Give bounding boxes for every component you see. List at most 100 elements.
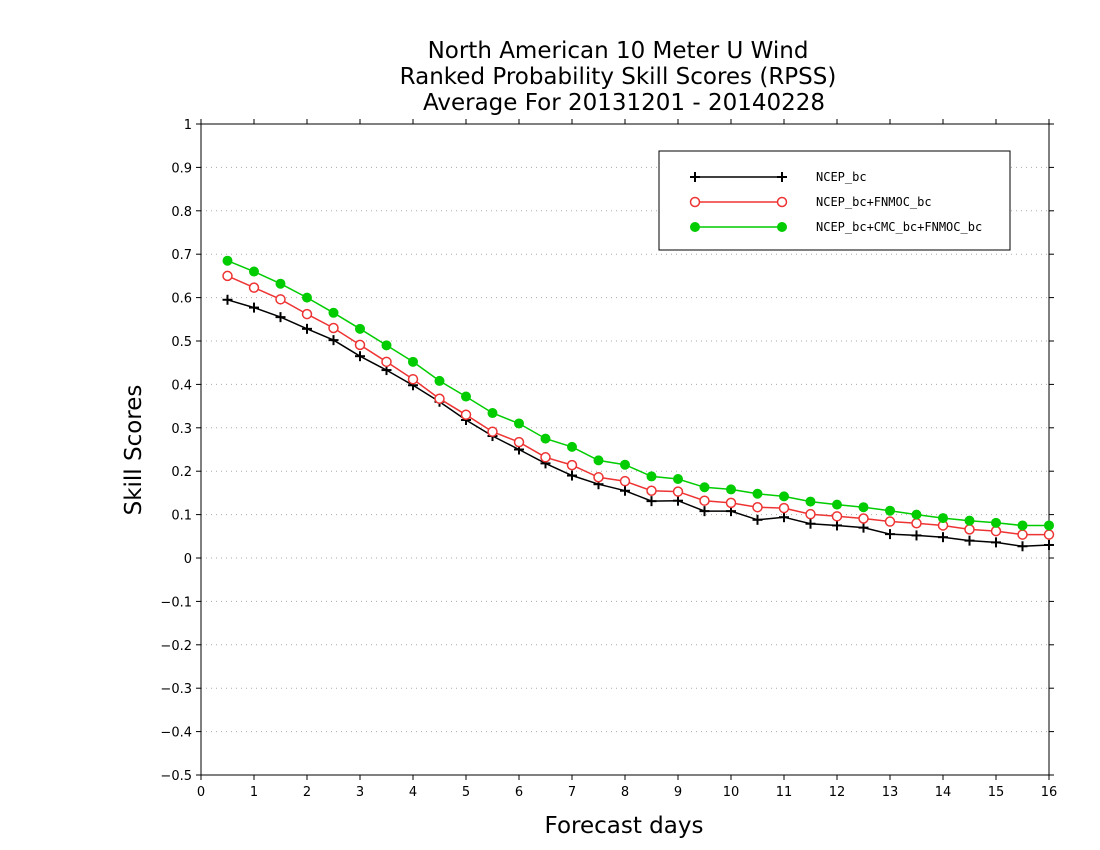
data-point (938, 532, 948, 543)
data-point (805, 508, 816, 520)
data-point (646, 485, 657, 496)
data-point (911, 518, 922, 529)
data-point (1043, 529, 1055, 540)
x-axis-label: Forecast days (545, 813, 704, 839)
y-tick-label: 0.5 (171, 335, 192, 350)
legend-marker (689, 196, 701, 208)
legend-marker (690, 222, 700, 232)
y-tick-label: 0 (184, 552, 192, 567)
x-tick-label: 11 (776, 785, 793, 800)
x-tick-label: 6 (515, 785, 523, 800)
data-point (381, 356, 392, 368)
data-point (222, 255, 233, 266)
series-3 (222, 255, 1054, 531)
data-point (381, 340, 392, 351)
data-point (620, 459, 630, 470)
data-point (779, 512, 789, 523)
y-axis-label: Skill Scores (121, 385, 147, 516)
data-point (434, 393, 445, 404)
data-point (805, 518, 816, 529)
data-point (832, 499, 842, 510)
data-point (646, 471, 657, 482)
y-tick-label: 0.8 (171, 205, 192, 220)
series-1 (222, 294, 1054, 552)
data-point (858, 513, 869, 524)
legend-marker (776, 196, 788, 208)
y-tick-label: 0.1 (171, 509, 192, 524)
data-point (593, 455, 604, 466)
x-tick-label: 1 (250, 785, 258, 800)
data-point (513, 436, 525, 448)
data-point (487, 426, 498, 437)
chart-title-line-3: Average For 20131201 - 20140228 (423, 90, 825, 116)
data-point (991, 537, 1001, 548)
y-tick-label: 0.3 (171, 422, 192, 437)
legend: NCEP_bc NCEP_bc+FNMOC_bc NCEP_bc+CMC_bc+FN… (658, 150, 1011, 251)
y-axis-ticks: −0.5 −0.4 −0.3 −0.2 −0.1 0 0.1 0.2 0.3 0.4 0.5 0.6 0… (160, 118, 1054, 784)
data-point (964, 535, 975, 546)
chart-title: North American 10 Meter U Wind Ranked Pr… (400, 38, 837, 116)
data-point (779, 491, 789, 502)
x-tick-label: 13 (882, 785, 899, 800)
data-point (673, 495, 683, 506)
legend-marker (777, 222, 787, 232)
data-point (355, 323, 365, 334)
data-point (408, 356, 418, 367)
data-point (487, 408, 498, 419)
data-point (222, 294, 233, 305)
legend-box (658, 150, 1011, 251)
data-point (778, 502, 790, 514)
y-tick-label: −0.2 (160, 639, 192, 654)
data-point (461, 391, 471, 402)
data-point (699, 495, 710, 506)
y-tick-label: −0.1 (160, 595, 192, 610)
x-tick-label: 9 (674, 785, 682, 800)
chart-title-line-1: North American 10 Meter U Wind (428, 38, 809, 64)
chart-title-line-2: Ranked Probability Skill Scores (RPSS) (400, 64, 837, 90)
y-tick-label: 0.4 (171, 378, 192, 393)
data-point (964, 515, 975, 526)
data-point (726, 484, 736, 495)
data-point (328, 335, 339, 346)
y-tick-label: 0.7 (171, 248, 192, 263)
legend-marker (690, 172, 700, 182)
data-point (355, 351, 365, 362)
data-point (1044, 539, 1054, 550)
data-point (619, 475, 631, 487)
data-point (1017, 529, 1028, 540)
data-point (567, 470, 577, 481)
data-point (1017, 520, 1028, 531)
data-point (514, 418, 524, 429)
y-tick-label: −0.4 (160, 726, 192, 741)
data-point (990, 525, 1002, 537)
data-point (673, 474, 683, 485)
data-point (1044, 520, 1054, 531)
data-point (249, 302, 259, 313)
y-tick-label: 0.9 (171, 161, 192, 176)
legend-label: NCEP_bc (816, 170, 867, 184)
data-point (938, 513, 948, 524)
grid-lines (201, 166, 1049, 733)
data-point (302, 292, 312, 303)
x-tick-label: 14 (935, 785, 952, 800)
y-tick-label: −0.3 (160, 682, 192, 697)
x-tick-label: 10 (723, 785, 740, 800)
data-point (911, 509, 922, 520)
x-tick-label: 16 (1041, 785, 1058, 800)
data-point (275, 278, 286, 289)
x-tick-label: 5 (462, 785, 470, 800)
data-point (831, 511, 843, 522)
legend-entry: NCEP_bc+FNMOC_bc (689, 195, 932, 209)
data-point (328, 307, 339, 318)
x-tick-label: 2 (303, 785, 311, 800)
data-point (964, 524, 975, 535)
data-point (672, 486, 684, 497)
x-tick-label: 0 (197, 785, 205, 800)
data-point (593, 472, 604, 483)
data-point (832, 520, 842, 531)
series-line (227, 299, 1050, 548)
data-point (407, 373, 419, 385)
plot-frame (200, 123, 1050, 776)
data-point (699, 506, 710, 517)
